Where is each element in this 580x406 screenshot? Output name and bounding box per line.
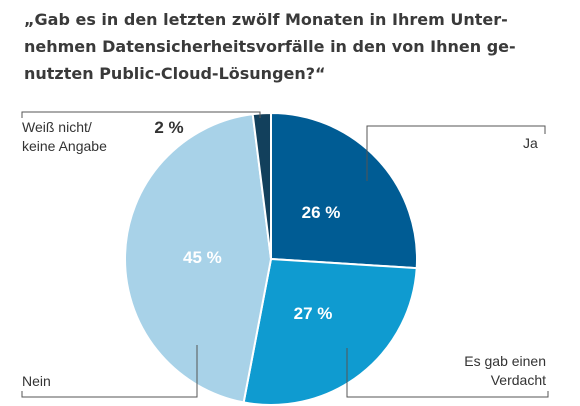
category-label-ja: Ja [523, 134, 538, 153]
leader-lines [21, 111, 549, 398]
pie-slices [123, 111, 418, 406]
category-label-weiss: Weiß nicht/ keine Angabe [22, 118, 107, 156]
chart-title: „Gab es in den letzten zwölf Monaten in … [24, 6, 564, 87]
leader-line-verdacht [346, 348, 549, 398]
leader-line-nein [21, 345, 198, 398]
value-label-0: 26 % [302, 203, 341, 222]
pie-slice-2 [123, 113, 273, 404]
value-label-weiss: 2 % [154, 118, 183, 137]
pie-slice-3 [251, 111, 272, 260]
value-label-1: 27 % [294, 304, 333, 323]
value-labels: 26 % 27 % 45 % [183, 203, 340, 323]
category-label-weiss-line-2: keine Angabe [22, 138, 107, 154]
category-label-nein: Nein [22, 372, 51, 391]
title-line-3: nutzten Public-Cloud-Lösungen?“ [24, 64, 326, 83]
leader-line-weiss [21, 111, 261, 118]
category-label-verdacht-line-2: Verdacht [490, 372, 546, 388]
category-label-nein-line: Nein [22, 373, 51, 389]
category-label-verdacht-line-1: Es gab einen [464, 353, 546, 369]
category-label-verdacht: Es gab einen Verdacht [464, 352, 546, 390]
category-label-weiss-line-1: Weiß nicht/ [22, 119, 92, 135]
pie-slice-1 [242, 257, 418, 406]
leader-line-ja [366, 125, 546, 181]
title-line-1: „Gab es in den letzten zwölf Monaten in … [24, 10, 508, 29]
pie-slice-0 [270, 111, 418, 270]
title-line-2: nehmen Datensicherheitsvorfälle in den v… [24, 37, 516, 56]
value-label-2: 45 % [183, 248, 222, 267]
category-label-ja-line: Ja [523, 135, 538, 151]
